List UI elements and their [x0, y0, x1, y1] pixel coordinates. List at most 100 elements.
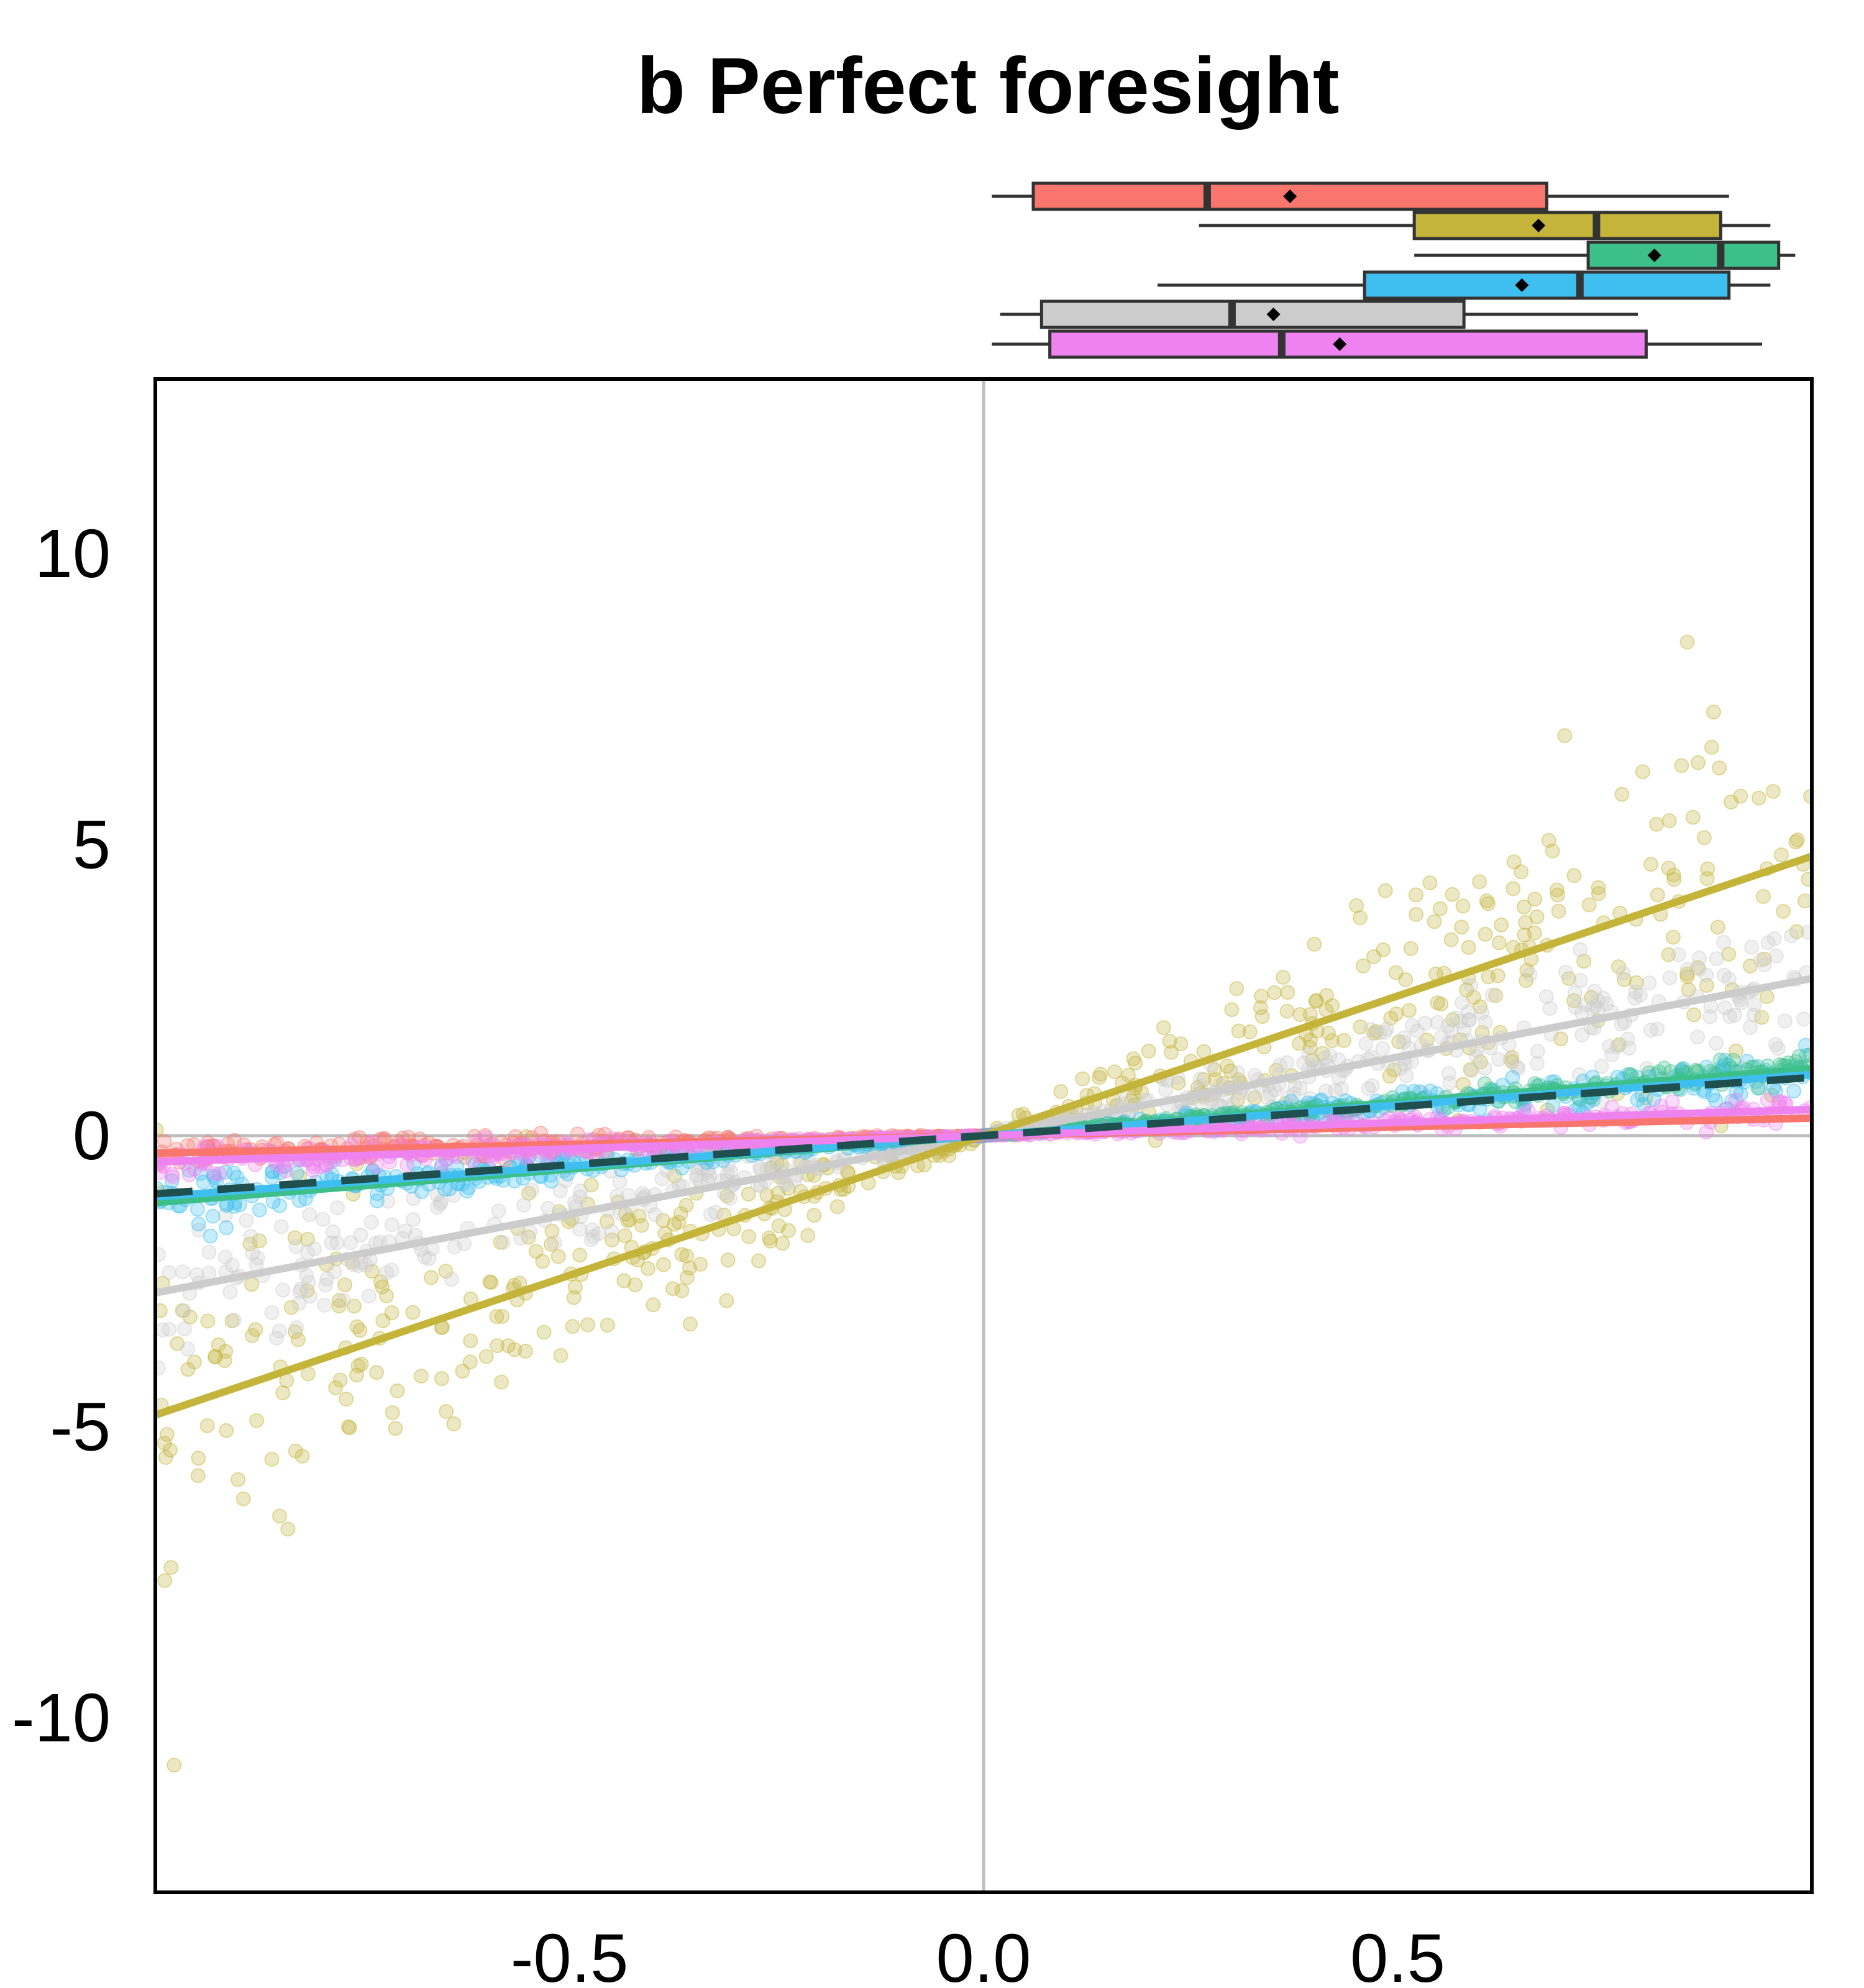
boxplot-mean-marker	[1283, 189, 1297, 203]
scatter-point	[583, 1232, 599, 1247]
scatter-point	[1729, 1093, 1743, 1108]
scatter-point	[1602, 1039, 1617, 1054]
scatter-point	[1609, 1039, 1625, 1054]
scatter-point	[1510, 1060, 1526, 1076]
scatter-point	[1691, 962, 1707, 977]
scatter-point	[1717, 1052, 1733, 1068]
scatter-point	[405, 1305, 421, 1320]
scatter-point	[227, 1199, 242, 1214]
scatter-point	[1309, 993, 1324, 1008]
scatter-point	[252, 1233, 267, 1249]
scatter-point	[1443, 1023, 1459, 1039]
scatter-point	[524, 1182, 539, 1198]
scatter-point	[1404, 1018, 1420, 1033]
scatter-point	[203, 1228, 218, 1244]
scatter-point	[1799, 1047, 1812, 1063]
scatter-point	[289, 1320, 304, 1335]
scatter-point	[438, 1264, 454, 1279]
scatter-point	[406, 1212, 421, 1228]
scatter-point	[364, 1264, 380, 1279]
scatter-point	[429, 1187, 445, 1203]
scatter-point	[1369, 1024, 1384, 1039]
scatter-point	[572, 1247, 588, 1263]
scatter-point	[763, 1233, 778, 1249]
scatter-point	[1461, 939, 1476, 955]
scatter-point	[1662, 970, 1678, 985]
scatter-point	[155, 1322, 170, 1338]
scatter-point	[265, 1164, 281, 1180]
y-tick-label: 10	[35, 516, 111, 592]
scatter-point	[1764, 1088, 1779, 1103]
scatter-point	[553, 1348, 569, 1363]
scatter-point	[1430, 1015, 1445, 1030]
scatter-point	[1594, 1059, 1609, 1074]
scatter-point	[332, 1372, 348, 1388]
scatter-point	[155, 1247, 167, 1262]
scatter-point	[329, 1200, 345, 1216]
scatter-point	[353, 1227, 368, 1242]
scatter-point	[1279, 1055, 1295, 1070]
scatter-point	[535, 1254, 551, 1269]
scatter-point	[373, 1274, 388, 1290]
scatter-point	[1399, 1068, 1414, 1083]
scatter-point	[300, 1366, 316, 1382]
scatter-point	[1661, 860, 1676, 876]
scatter-point	[217, 1353, 232, 1369]
scatter-point	[1709, 951, 1724, 967]
scatter-point	[1551, 903, 1566, 919]
scatter-point	[1427, 914, 1442, 929]
scatter-point	[600, 1318, 615, 1333]
scatter-point	[332, 1293, 347, 1308]
scatter-point	[275, 1282, 291, 1298]
scatter-point	[224, 1313, 240, 1329]
scatter-point	[272, 1508, 287, 1524]
scatter-point	[781, 1223, 797, 1238]
scatter-point	[1566, 868, 1582, 883]
scatter-point	[352, 1323, 368, 1338]
scatter-point	[1690, 960, 1706, 975]
scatter-point	[1643, 1023, 1658, 1038]
scatter-point	[1196, 1072, 1212, 1087]
scatter-point	[459, 1183, 475, 1199]
scatter-point	[1398, 972, 1414, 987]
scatter-point	[1630, 1092, 1645, 1108]
scatter-point	[513, 1231, 528, 1246]
scatter-point	[292, 1284, 308, 1299]
scatter-point	[384, 1262, 400, 1278]
scatter-point	[1576, 954, 1592, 969]
scatter-point	[170, 1336, 185, 1351]
x-tick-label: 0.0	[936, 1920, 1031, 1988]
scatter-point	[1760, 1092, 1775, 1108]
scatter-point	[1754, 1010, 1770, 1025]
scatter-point	[1635, 764, 1650, 780]
scatter-point	[1558, 965, 1573, 980]
scatter-point	[1712, 760, 1727, 776]
scatter-point	[434, 1371, 449, 1387]
scatter-point	[1649, 816, 1665, 832]
scatter-point	[720, 1252, 736, 1268]
scatter-point	[155, 1361, 166, 1375]
scatter-point	[500, 1338, 516, 1354]
scatter-point	[1584, 990, 1599, 1005]
scatter-point	[1661, 813, 1677, 828]
scatter-point	[406, 1191, 421, 1206]
scatter-point	[1699, 978, 1714, 993]
scatter-point	[1456, 1023, 1472, 1037]
scatter-point	[617, 1228, 633, 1244]
scatter-point	[1231, 1023, 1246, 1039]
scatter-point	[1422, 875, 1438, 891]
scatter-point	[1747, 997, 1762, 1013]
x-tick-label: 0.5	[1350, 1920, 1445, 1988]
scatter-point	[380, 1193, 396, 1209]
scatter-point	[363, 1215, 379, 1230]
scatter-point	[656, 1257, 671, 1272]
scatter-point	[1733, 995, 1748, 1011]
scatter-point	[741, 1187, 756, 1201]
scatter-point	[1773, 847, 1789, 862]
scatter-point	[288, 1239, 304, 1254]
scatter-point	[1522, 967, 1538, 982]
scatter-point	[1643, 857, 1659, 872]
y-tick-label: -5	[50, 1388, 111, 1465]
scatter-point	[708, 1205, 723, 1220]
